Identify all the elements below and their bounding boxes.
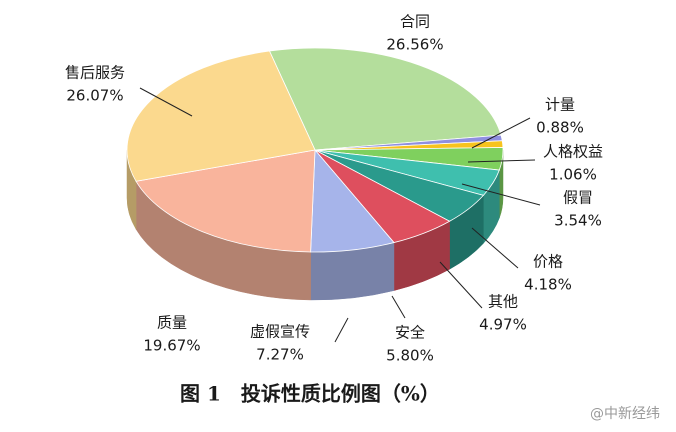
chart-title: 图 1 投诉性质比例图（%） xyxy=(180,382,440,406)
slice-label: 合同 xyxy=(400,13,430,31)
value-label: 19.67% xyxy=(143,337,200,355)
value-label: 0.88% xyxy=(536,119,584,137)
slice-label: 价格 xyxy=(533,253,563,271)
value-label: 5.80% xyxy=(386,347,434,365)
leader-line xyxy=(471,227,519,269)
slice xyxy=(268,47,502,151)
leader-line xyxy=(334,317,349,343)
value-label: 4.97% xyxy=(479,316,527,334)
leader-line xyxy=(467,159,536,163)
slice-label: 其他 xyxy=(488,293,518,311)
slice-label: 虚假宣传 xyxy=(250,323,310,341)
slice-label: 售后服务 xyxy=(65,64,125,82)
leader-line xyxy=(461,183,541,206)
slice xyxy=(126,50,316,182)
value-label: 1.06% xyxy=(549,166,597,184)
value-label: 4.18% xyxy=(524,276,572,294)
slice-label: 计量 xyxy=(545,96,575,114)
value-label: 26.56% xyxy=(386,36,443,54)
leader-line xyxy=(391,295,406,319)
leader-line xyxy=(471,117,531,149)
slice-label: 质量 xyxy=(157,314,187,332)
leader-line xyxy=(439,261,483,309)
slice xyxy=(135,149,316,253)
value-label: 7.27% xyxy=(256,346,304,364)
value-label: 3.54% xyxy=(554,212,602,230)
leader-line xyxy=(139,87,193,117)
slice-label: 假冒 xyxy=(563,189,593,207)
value-label: 26.07% xyxy=(66,87,123,105)
slice-label: 安全 xyxy=(395,324,425,342)
slice-label: 人格权益 xyxy=(543,143,603,161)
watermark: @中新经纬 xyxy=(590,406,660,422)
